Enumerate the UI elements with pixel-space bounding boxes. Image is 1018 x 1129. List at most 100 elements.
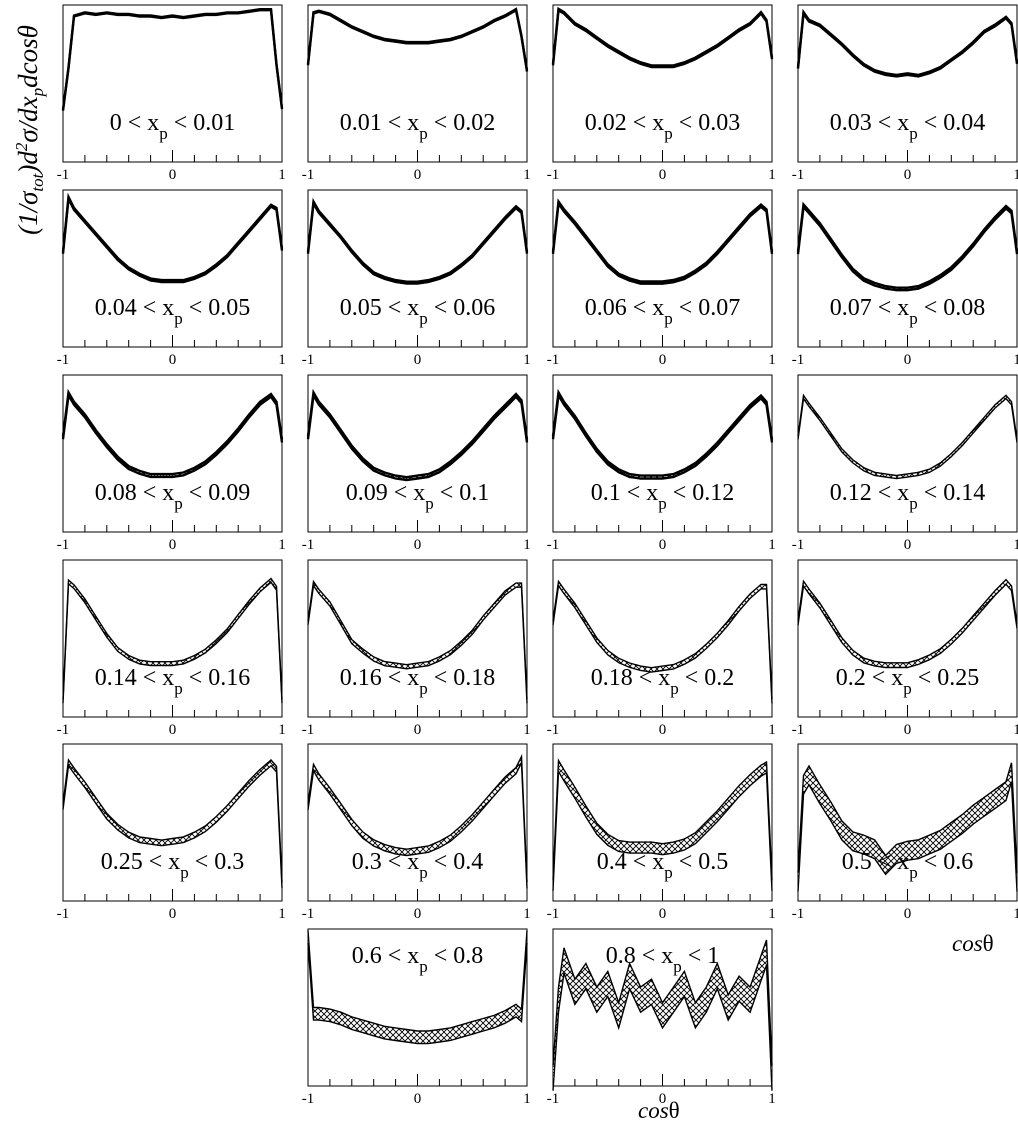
series-line-upper bbox=[61, 388, 284, 476]
panel-label: 0.25 < xp < 0.3 bbox=[101, 849, 245, 882]
panel: 0.03 < xp < 0.04 -1 0 1 bbox=[792, 4, 1018, 183]
x-tick-label: 0 bbox=[169, 167, 177, 183]
panel: 0.01 < xp < 0.02 -1 0 1 bbox=[302, 4, 531, 183]
series-line-upper bbox=[552, 939, 773, 1066]
panel-label: 0.18 < xp < 0.2 bbox=[591, 665, 735, 698]
x-tick-label: 1 bbox=[1013, 352, 1018, 368]
series-line-upper bbox=[796, 8, 1018, 77]
panel: 0.08 < xp < 0.09 -1 0 1 bbox=[57, 374, 286, 553]
panel-label-high: < 0.8 bbox=[428, 943, 484, 969]
panel: 0.18 < xp < 0.2 -1 0 1 bbox=[547, 559, 776, 738]
error-band bbox=[798, 12, 1017, 77]
x-tick-label: 0 bbox=[659, 906, 667, 922]
x-tick-label: -1 bbox=[302, 906, 315, 922]
panel-label: 0.04 < xp < 0.05 bbox=[95, 295, 251, 328]
x-tick-label: 1 bbox=[278, 537, 286, 553]
series-line-lower bbox=[552, 583, 773, 704]
panel-label-high: < 0.4 bbox=[428, 849, 484, 875]
x-tick-label: 0 bbox=[414, 352, 422, 368]
panel: 0.25 < xp < 0.3 -1 0 1 bbox=[57, 743, 286, 922]
x-tick-label: 0 bbox=[169, 722, 177, 738]
x-tick-label: 1 bbox=[523, 352, 531, 368]
x-tick-label: 0 bbox=[904, 167, 912, 183]
panel-label-low: 0.3 < x bbox=[352, 849, 420, 875]
x-tick-label: 1 bbox=[1013, 722, 1018, 738]
panel: 0.07 < xp < 0.08 -1 0 1 bbox=[792, 189, 1018, 368]
x-tick-label: 0 bbox=[169, 352, 177, 368]
series-line-upper bbox=[306, 388, 529, 479]
panel-label-sub: p bbox=[673, 957, 682, 976]
panel-label-low: 0.14 < x bbox=[95, 665, 175, 691]
series-line-lower bbox=[61, 8, 284, 111]
x-tick-label: 0 bbox=[659, 1091, 667, 1107]
x-tick-label: 0 bbox=[169, 537, 177, 553]
error-band bbox=[553, 760, 772, 891]
x-tick-label: 1 bbox=[523, 906, 531, 922]
panel-frame bbox=[797, 743, 1018, 902]
panel-label-high: < 0.03 bbox=[673, 110, 741, 136]
error-band bbox=[553, 940, 772, 1091]
panel-label-high: < 0.02 bbox=[428, 110, 496, 136]
panel-frame bbox=[797, 189, 1018, 348]
x-tick-label: -1 bbox=[547, 1091, 560, 1107]
x-tick-label: -1 bbox=[547, 352, 560, 368]
x-tick-label: 1 bbox=[768, 167, 776, 183]
panel-label-low: 0.5 < x bbox=[842, 849, 910, 875]
panel-label-high: < 0.6 bbox=[918, 849, 974, 875]
series-line-upper bbox=[797, 762, 1018, 873]
series-line-lower bbox=[307, 943, 528, 1045]
panel: 0.1 < xp < 0.12 -1 0 1 bbox=[547, 374, 776, 553]
error-band bbox=[553, 8, 772, 67]
panel-label-sub: p bbox=[419, 124, 428, 143]
panel-label: 0.09 < xp < 0.1 bbox=[346, 480, 490, 513]
panel: 0.2 < xp < 0.25 -1 0 1 bbox=[792, 559, 1018, 738]
series-line-lower bbox=[797, 583, 1018, 669]
error-band bbox=[308, 9, 527, 72]
panel-label-low: 0.6 < x bbox=[352, 943, 420, 969]
panel-label-low: 0.09 < x bbox=[346, 480, 426, 506]
x-tick-label: 1 bbox=[768, 1091, 776, 1107]
panel-label: 0.14 < xp < 0.16 bbox=[95, 665, 251, 698]
error-band bbox=[308, 756, 527, 889]
series-line-lower bbox=[307, 583, 528, 704]
panel-label-sub: p bbox=[419, 679, 428, 698]
panel-frame bbox=[62, 4, 283, 163]
panel-label: 0.8 < xp < 1 bbox=[606, 943, 720, 976]
series-line-lower bbox=[797, 396, 1018, 480]
x-tick-label: 0 bbox=[904, 537, 912, 553]
panel-label-high: < 0.3 bbox=[189, 849, 245, 875]
x-tick-label: 0 bbox=[904, 906, 912, 922]
panel-label: 0.3 < xp < 0.4 bbox=[352, 849, 484, 882]
panel-label-low: 0.05 < x bbox=[340, 295, 420, 321]
panel-label-sub: p bbox=[909, 124, 918, 143]
panel-label-high: < 0.14 bbox=[918, 480, 986, 506]
panel-label-high: < 0.07 bbox=[673, 295, 741, 321]
panel-label-high: < 0.01 bbox=[168, 110, 236, 136]
panel: 0.16 < xp < 0.18 -1 0 1 bbox=[302, 559, 531, 738]
series-line-upper bbox=[551, 6, 774, 67]
panel-frame bbox=[552, 743, 773, 902]
panel: 0 < xp < 0.01 -1 0 1 bbox=[57, 4, 286, 183]
panel-label-sub: p bbox=[664, 309, 673, 328]
panel-label-high: < 0.16 bbox=[183, 665, 251, 691]
x-tick-label: -1 bbox=[302, 167, 315, 183]
series-line-lower bbox=[796, 10, 1018, 78]
panel-label-high: < 0.25 bbox=[912, 665, 980, 691]
panel-label-low: 0 < x bbox=[110, 110, 160, 136]
panel-frame bbox=[552, 189, 773, 348]
panel-label: 0.5 < xp < 0.6 bbox=[842, 849, 974, 882]
series-line-upper bbox=[62, 758, 283, 883]
panel-label: 0.07 < xp < 0.08 bbox=[830, 295, 986, 328]
x-tick-label: 0 bbox=[659, 167, 667, 183]
x-axis-title-bottom: cosθ bbox=[638, 1098, 680, 1124]
panel-label-sub: p bbox=[664, 124, 673, 143]
error-band bbox=[798, 579, 1017, 668]
series-line-lower bbox=[307, 760, 528, 889]
series-line-lower bbox=[306, 8, 529, 72]
panel-label-sub: p bbox=[174, 494, 183, 513]
x-tick-label: -1 bbox=[57, 537, 70, 553]
panel-label: 0.05 < xp < 0.06 bbox=[340, 295, 496, 328]
series-line-lower bbox=[306, 199, 529, 285]
x-tick-label: -1 bbox=[547, 906, 560, 922]
panel-label-high: < 0.18 bbox=[428, 665, 496, 691]
